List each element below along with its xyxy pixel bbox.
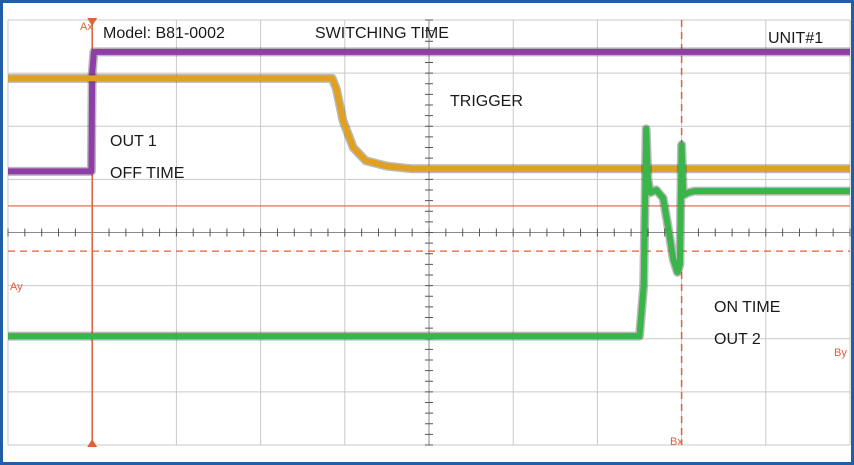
- signal-traces: [8, 47, 850, 341]
- cursor-bx-label: Bx: [670, 436, 683, 448]
- off-time-annotation: OFF TIME: [110, 165, 184, 182]
- out1-annotation: OUT 1: [110, 133, 157, 150]
- out2-annotation: OUT 2: [714, 331, 761, 348]
- cursor-ax-marker-top: [87, 18, 98, 26]
- trace-out1: [8, 75, 850, 172]
- trigger-annotation: TRIGGER: [450, 93, 523, 110]
- cursor-ax-marker-bottom: [87, 439, 98, 447]
- trace-out2: [8, 125, 850, 340]
- on-time-annotation: ON TIME: [714, 299, 780, 316]
- trace-trigger: [8, 48, 850, 175]
- model-label: Model: B81-0002: [103, 25, 225, 42]
- unit-label: UNIT#1: [768, 30, 823, 47]
- cursor-ay-label: Ay: [10, 281, 23, 293]
- cursor-by-label: By: [834, 347, 847, 359]
- chart-title: SWITCHING TIME: [315, 25, 449, 42]
- cursor-ax-label: Ax: [80, 21, 93, 33]
